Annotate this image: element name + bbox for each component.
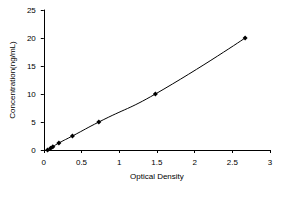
- svg-text:Optical Density: Optical Density: [130, 172, 184, 181]
- svg-text:1: 1: [117, 158, 122, 167]
- svg-text:Concentration(ng/mL): Concentration(ng/mL): [8, 41, 17, 119]
- svg-text:2: 2: [192, 158, 197, 167]
- svg-text:10: 10: [27, 90, 36, 99]
- svg-text:3: 3: [268, 158, 273, 167]
- svg-text:0.5: 0.5: [76, 158, 88, 167]
- svg-text:5: 5: [31, 118, 36, 127]
- svg-text:1.5: 1.5: [151, 158, 163, 167]
- svg-text:0: 0: [31, 146, 36, 155]
- svg-text:25: 25: [27, 6, 36, 15]
- svg-text:20: 20: [27, 34, 36, 43]
- svg-text:15: 15: [27, 62, 36, 71]
- svg-text:2.5: 2.5: [227, 158, 239, 167]
- svg-text:0: 0: [42, 158, 47, 167]
